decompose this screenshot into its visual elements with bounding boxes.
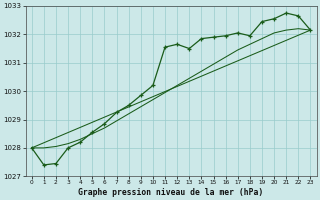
X-axis label: Graphe pression niveau de la mer (hPa): Graphe pression niveau de la mer (hPa) — [78, 188, 264, 197]
